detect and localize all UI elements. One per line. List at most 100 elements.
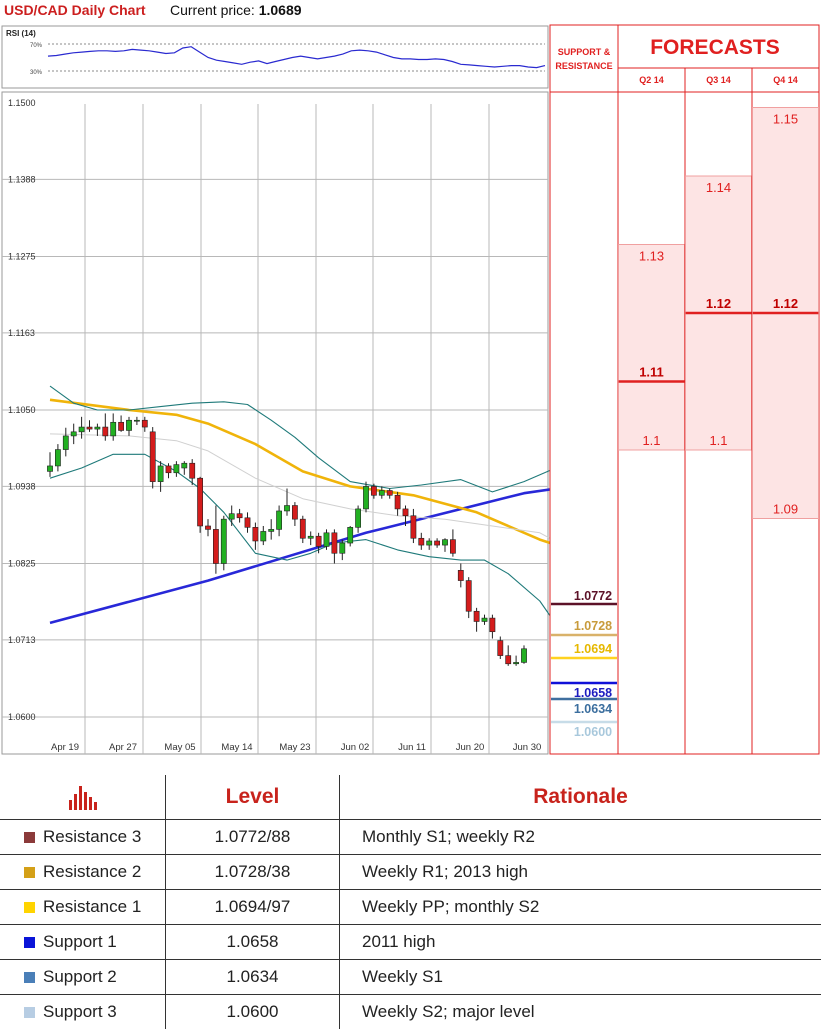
level-name-cell: Resistance 3 bbox=[0, 819, 166, 855]
level-rationale: Weekly R1; 2013 high bbox=[339, 854, 821, 890]
candle bbox=[465, 577, 472, 619]
candle bbox=[284, 488, 290, 516]
level-color-swatch bbox=[24, 867, 35, 878]
level-name-cell: Support 1 bbox=[0, 924, 166, 960]
candle bbox=[307, 531, 314, 546]
y-tick-label: 1.0938 bbox=[8, 481, 36, 491]
level-value: 1.0658 bbox=[165, 924, 340, 960]
forecast-low-label: 1.1 bbox=[709, 433, 727, 448]
level-header: Level bbox=[165, 775, 340, 820]
candle bbox=[165, 463, 172, 479]
sr-title-line1: SUPPORT & bbox=[558, 47, 611, 57]
forecast-high-label: 1.13 bbox=[639, 249, 664, 264]
candle bbox=[497, 636, 504, 660]
candle bbox=[205, 519, 211, 537]
candle-body bbox=[94, 426, 101, 430]
candle bbox=[394, 491, 401, 516]
y-tick-label: 1.0600 bbox=[8, 712, 36, 722]
candle-body bbox=[276, 510, 282, 530]
y-tick-label: 1.1388 bbox=[8, 174, 36, 184]
candle bbox=[426, 538, 433, 550]
chart-title: USD/CAD Daily Chart bbox=[4, 2, 146, 18]
levels-table-header: Level Rationale bbox=[0, 775, 821, 820]
candle-body bbox=[213, 529, 219, 564]
candle-body bbox=[62, 435, 69, 450]
candle-body bbox=[284, 505, 290, 512]
rationale-header: Rationale bbox=[339, 775, 821, 820]
candle bbox=[126, 416, 132, 436]
level-color-swatch bbox=[24, 972, 35, 983]
level-name-cell: Support 2 bbox=[0, 959, 166, 995]
sr-level-label: 1.0728 bbox=[574, 619, 612, 633]
candle bbox=[299, 515, 306, 544]
candle bbox=[260, 525, 267, 546]
candle-body bbox=[465, 580, 472, 612]
candle-body bbox=[339, 542, 346, 554]
rsi-frame bbox=[1, 25, 549, 89]
x-tick-label: Jun 20 bbox=[456, 742, 485, 753]
current-price-label: Current price: bbox=[170, 2, 255, 18]
level-name: Support 1 bbox=[43, 932, 117, 951]
candle-body bbox=[363, 486, 369, 510]
candle-body bbox=[102, 426, 109, 437]
candle-body bbox=[402, 508, 409, 517]
current-price-value: 1.0689 bbox=[258, 2, 302, 18]
forecast-low-label: 1.09 bbox=[773, 502, 798, 517]
overlay-bb_mid bbox=[49, 433, 604, 575]
candle bbox=[355, 505, 361, 533]
candle bbox=[521, 645, 527, 664]
forecasts-title: FORECASTS bbox=[650, 36, 780, 59]
candle bbox=[47, 452, 53, 477]
level-rationale: Weekly PP; monthly S2 bbox=[339, 889, 821, 925]
candle bbox=[220, 515, 227, 571]
level-value: 1.0600 bbox=[165, 994, 340, 1029]
candle bbox=[94, 423, 101, 436]
candle bbox=[118, 415, 124, 432]
candle bbox=[505, 645, 512, 666]
axis-labels: 1.1500 1.1388 1.1275 1.1163 1.1050 1.0938 1.08… bbox=[8, 98, 541, 753]
forecasts-panel: FORECASTS Q2 14 1.13 1.11 1.1 Q3 14 1.14 1.12 1.… bbox=[617, 24, 820, 755]
candle-body bbox=[181, 462, 188, 469]
candle-body bbox=[205, 525, 211, 530]
candle bbox=[134, 416, 140, 426]
sr-level-label: 1.0658 bbox=[574, 686, 612, 700]
candlesticks bbox=[47, 413, 527, 666]
x-tick-label: May 05 bbox=[164, 742, 195, 753]
x-tick-label: Apr 19 bbox=[51, 742, 79, 753]
forecast-high-label: 1.15 bbox=[773, 112, 798, 127]
candle-body bbox=[307, 535, 314, 539]
candle-body bbox=[134, 419, 140, 422]
candle-body bbox=[505, 655, 512, 665]
candle bbox=[149, 427, 156, 489]
candle bbox=[110, 413, 117, 441]
candle-body bbox=[489, 617, 496, 633]
level-value: 1.0694/97 bbox=[165, 889, 340, 925]
candle-body bbox=[70, 431, 77, 437]
forecast-range-box bbox=[618, 244, 685, 451]
candle-body bbox=[378, 490, 385, 496]
candle-body bbox=[394, 494, 401, 510]
candle bbox=[386, 488, 393, 499]
candle bbox=[347, 525, 354, 547]
chart-figure: RSI (14)70%30% 1.15001.13881.12751.11631… bbox=[1, 24, 820, 755]
candle-body bbox=[260, 531, 267, 542]
sr-level-label: 1.0694 bbox=[574, 642, 612, 656]
candle-body bbox=[141, 419, 148, 428]
level-rationale: Monthly S1; weekly R2 bbox=[339, 819, 821, 855]
candle-body bbox=[521, 648, 527, 663]
candle bbox=[339, 539, 346, 561]
candle bbox=[141, 416, 148, 432]
level-name: Resistance 1 bbox=[43, 897, 142, 916]
candle-body bbox=[47, 465, 53, 472]
level-name-cell: Resistance 1 bbox=[0, 889, 166, 925]
candle-body bbox=[244, 517, 251, 528]
x-tick-label: Apr 27 bbox=[109, 742, 137, 753]
candle-body bbox=[126, 419, 132, 431]
candle-body bbox=[110, 421, 117, 437]
levels-table-row: Resistance 1 1.0694/97 Weekly PP; monthly … bbox=[0, 889, 821, 925]
level-color-swatch bbox=[24, 937, 35, 948]
candle-body bbox=[497, 640, 504, 656]
candle bbox=[252, 522, 259, 550]
candle bbox=[102, 413, 109, 441]
current-price: Current price: 1.0689 bbox=[170, 2, 302, 18]
